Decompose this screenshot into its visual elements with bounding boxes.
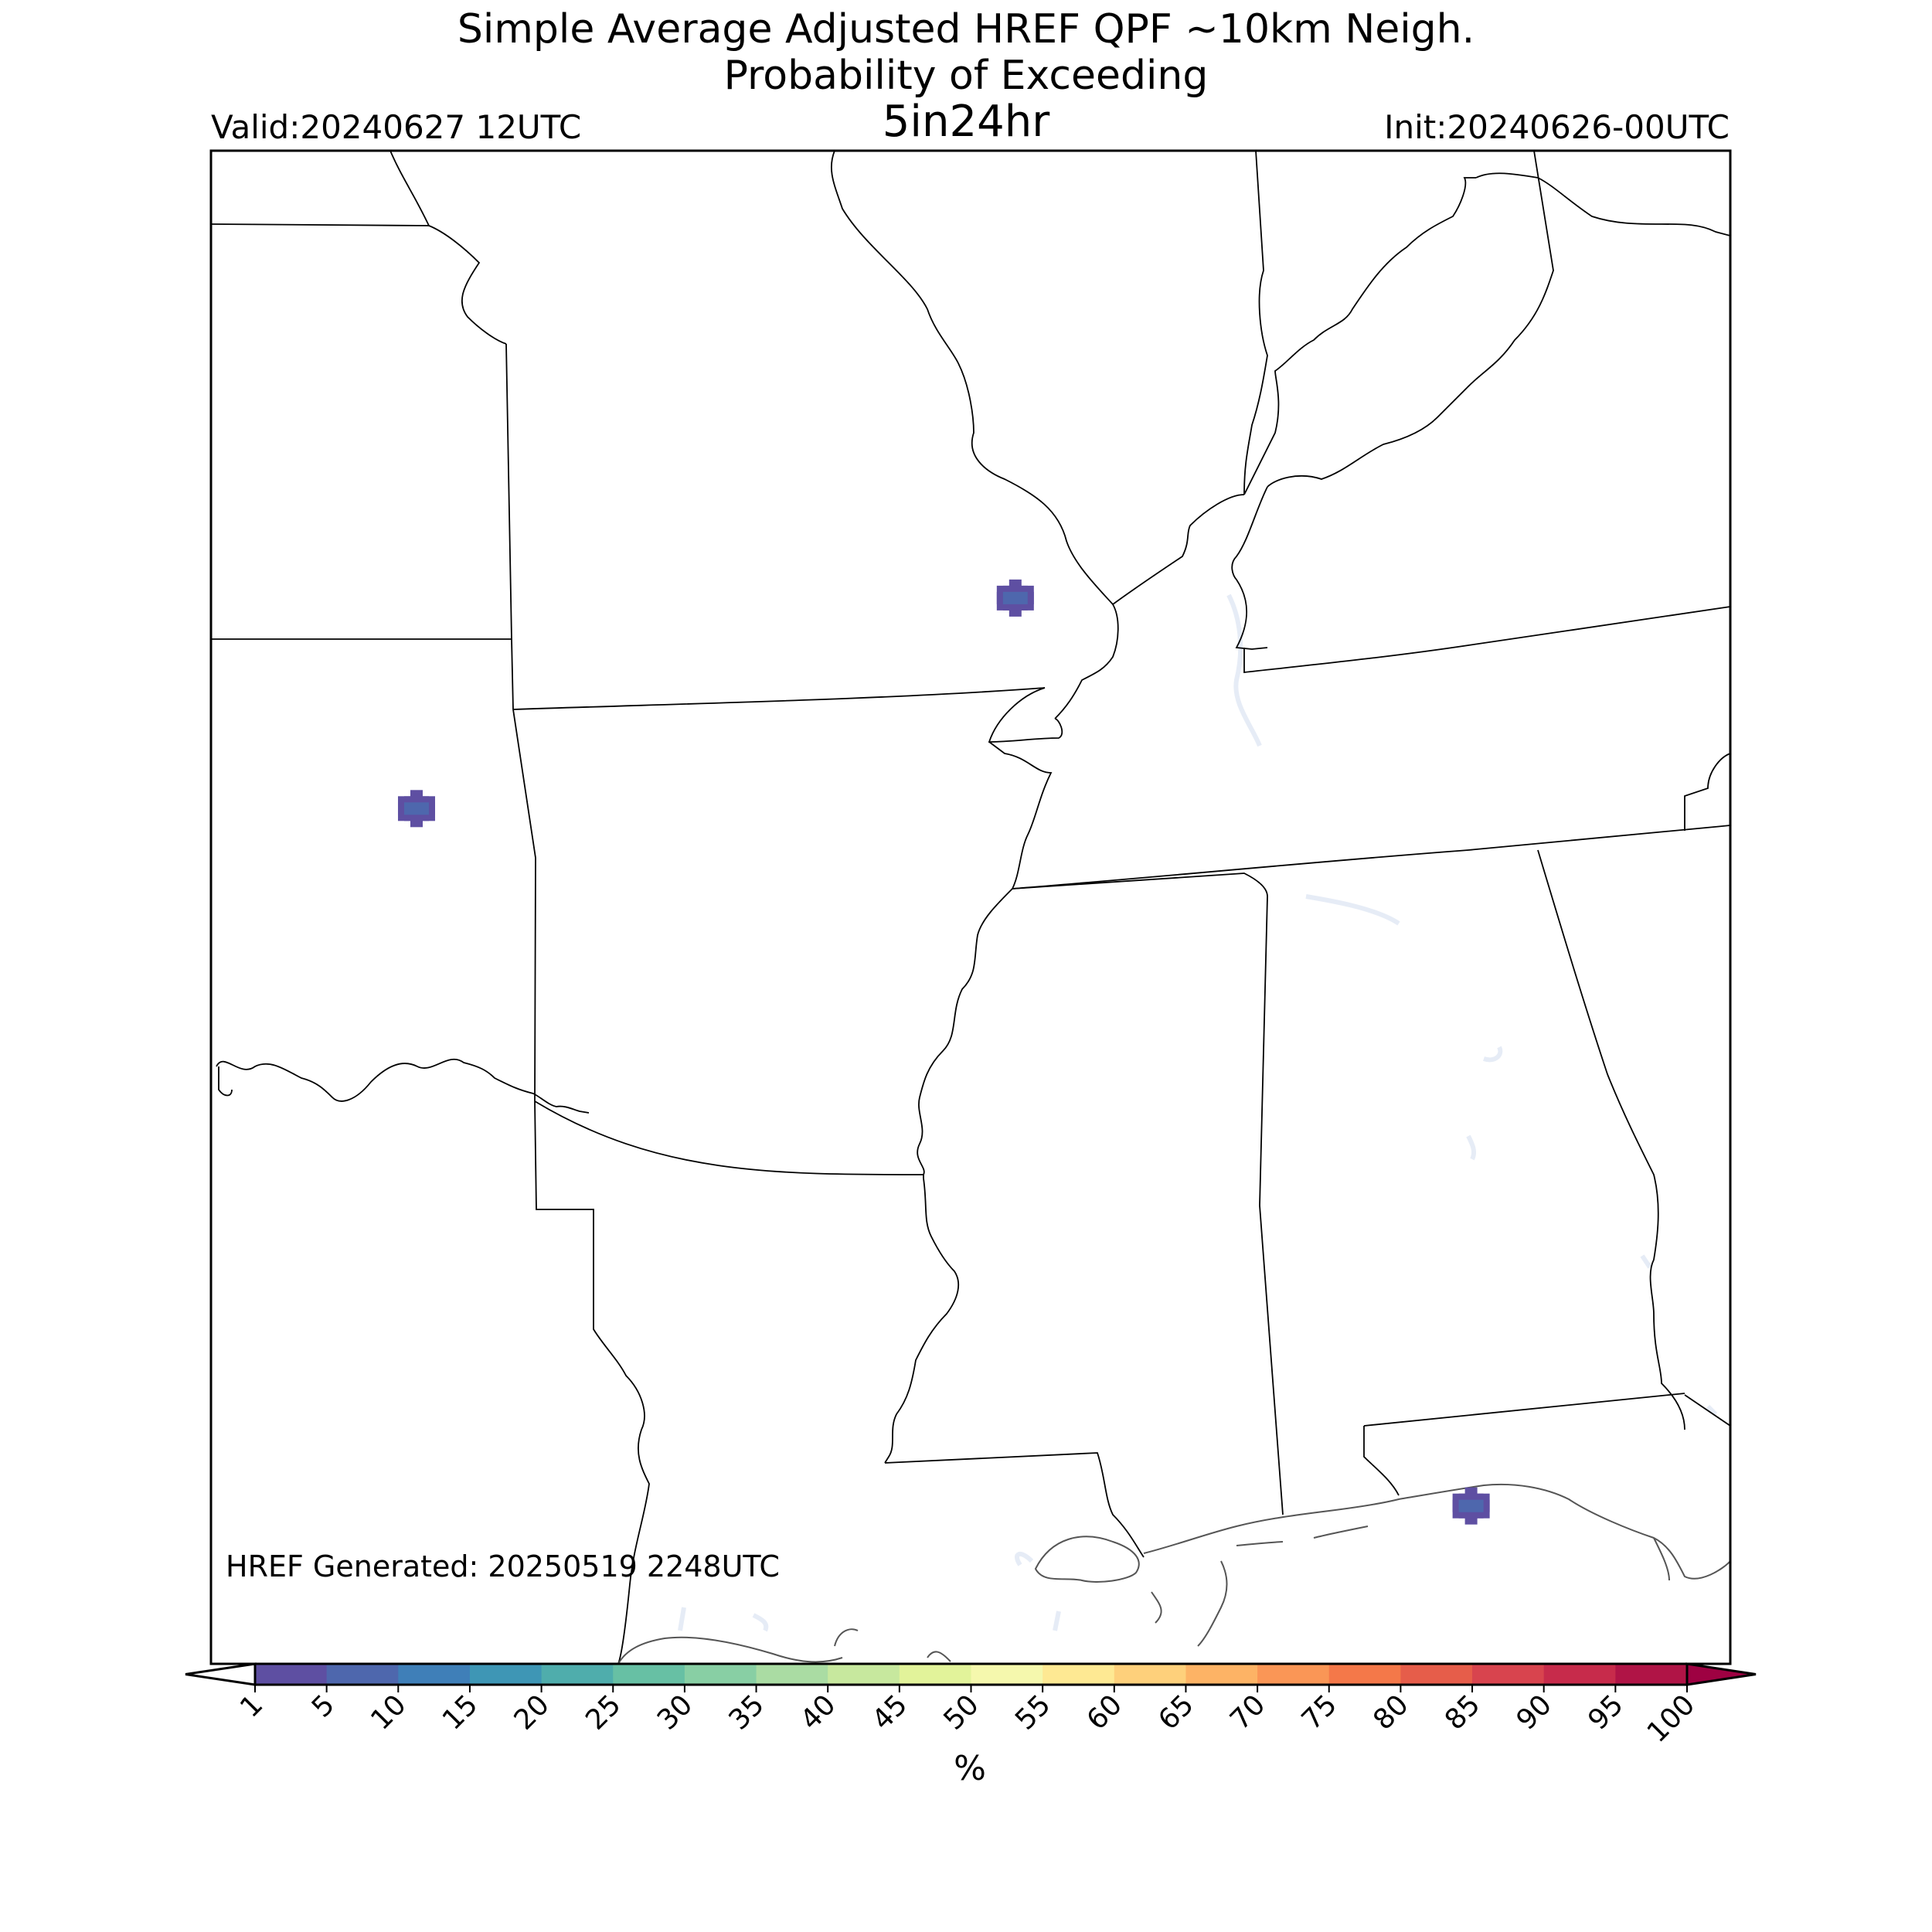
- probability-layer: [397, 579, 1490, 1525]
- colorbar-tick-label: 5: [306, 1689, 341, 1723]
- colorbar-tick-label: 85: [1439, 1689, 1486, 1736]
- colorbar-tick-label: 40: [794, 1689, 842, 1736]
- colorbar-segment: [828, 1664, 900, 1685]
- colorbar-segment: [971, 1664, 1043, 1685]
- threshold-label: 5in24hr: [882, 97, 1050, 147]
- probability-blob: [996, 579, 1034, 617]
- colorbar-tick-label: 80: [1367, 1689, 1414, 1736]
- colorbar-over-arrow: [1685, 1662, 1757, 1686]
- colorbar-tick-label: 25: [580, 1689, 627, 1736]
- colorbar-tick-label: 70: [1224, 1689, 1271, 1736]
- colorbar-tick-label: 1: [234, 1689, 269, 1723]
- map-title: Simple Average Adjusted HREF QPF ~10km N…: [457, 6, 1475, 53]
- probability-blob: [397, 790, 435, 828]
- colorbar-segment: [1615, 1664, 1688, 1685]
- colorbar-segment: [255, 1664, 328, 1685]
- colorbar-tick-label: 20: [509, 1689, 556, 1736]
- colorbar-tick-label: 65: [1152, 1689, 1199, 1736]
- colorbar-tick-label: 95: [1582, 1689, 1629, 1736]
- colorbar-tick-label: 90: [1511, 1689, 1558, 1736]
- water-bodies: [678, 594, 1718, 1632]
- colorbar-segment: [469, 1664, 543, 1685]
- colorbar-segment: [1328, 1664, 1401, 1685]
- generated-time-label: HREF Generated: 20250519 2248UTC: [226, 1549, 780, 1583]
- colorbar-segment: [756, 1664, 828, 1685]
- colorbar-segment: [326, 1664, 399, 1685]
- colorbar-under-arrow: [185, 1662, 257, 1686]
- colorbar-tick-label: 35: [723, 1689, 770, 1736]
- probability-blob: [1452, 1487, 1490, 1525]
- colorbar-segment: [684, 1664, 757, 1685]
- colorbar-segment: [1257, 1664, 1330, 1685]
- colorbar-unit-label: %: [954, 1749, 986, 1788]
- colorbar-segment: [1043, 1664, 1115, 1685]
- colorbar-segment: [1114, 1664, 1186, 1685]
- colorbar-segment: [1400, 1664, 1473, 1685]
- state-borders: [211, 151, 1730, 1664]
- colorbar-segment: [1543, 1664, 1616, 1685]
- colorbar-tick-label: 15: [437, 1689, 484, 1736]
- colorbar-segment: [1185, 1664, 1258, 1685]
- colorbar-tick-label: 75: [1296, 1689, 1343, 1736]
- colorbar-segment: [541, 1664, 614, 1685]
- colorbar-tick-label: 100: [1641, 1689, 1702, 1749]
- colorbar-tick-label: 55: [1009, 1689, 1056, 1736]
- colorbar-segment: [899, 1664, 971, 1685]
- colorbar-tick-label: 50: [937, 1689, 985, 1736]
- colorbar-segment: [1472, 1664, 1545, 1685]
- colorbar-segment: [398, 1664, 471, 1685]
- colorbar-tick-label: 45: [866, 1689, 913, 1736]
- coastline: [617, 1483, 1730, 1664]
- init-time-label: Init:20240626-00UTC: [1384, 108, 1730, 146]
- valid-time-label: Valid:20240627 12UTC: [211, 108, 582, 146]
- colorbar-segment: [613, 1664, 685, 1685]
- colorbar-tick-label: 30: [651, 1689, 699, 1736]
- map-subtitle: Probability of Exceeding: [723, 53, 1209, 99]
- colorbar-tick-label: 10: [365, 1689, 412, 1736]
- colorbar-tick-label: 60: [1081, 1689, 1128, 1736]
